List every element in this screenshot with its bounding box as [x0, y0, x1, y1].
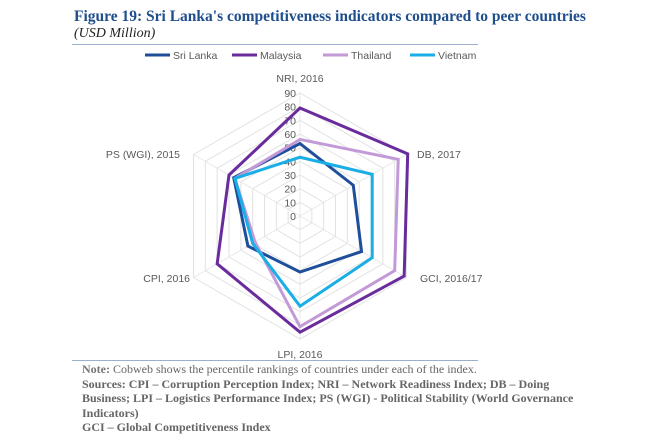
tick-label: 70	[284, 115, 296, 127]
sources-text: Sources: CPI – Corruption Perception Ind…	[82, 376, 574, 420]
axis-label: PS (WGI), 2015	[106, 149, 180, 161]
tick-label: 90	[284, 88, 296, 100]
legend-label: Sri Lanka	[173, 50, 218, 62]
top-divider	[72, 44, 478, 45]
axis-label: DB, 2017	[417, 149, 461, 161]
notes: Note: Cobweb shows the percentile rankin…	[82, 362, 582, 435]
tick-label: 60	[284, 129, 296, 141]
tick-label: 0	[290, 211, 296, 223]
tick-label: 20	[284, 184, 296, 196]
tick-label: 30	[284, 170, 296, 182]
axis-label: NRI, 2016	[276, 73, 323, 85]
legend-label: Thailand	[351, 50, 391, 62]
axis-label: LPI, 2016	[278, 349, 323, 360]
figure-subtitle: (USD Million)	[74, 26, 156, 41]
series-malaysia	[215, 106, 410, 334]
grid-spoke	[299, 215, 407, 278]
note-text: Cobweb shows the percentile rankings of …	[112, 362, 477, 376]
note-line: Note: Cobweb shows the percentile rankin…	[82, 362, 582, 377]
tick-label: 80	[284, 102, 296, 114]
note-label: Note:	[82, 362, 110, 376]
bottom-divider	[72, 360, 478, 361]
figure-title: Figure 19: Sri Lanka's competitiveness i…	[74, 8, 586, 25]
gci-text: GCI – Global Competitiveness Index	[82, 420, 271, 434]
legend-label: Vietnam	[438, 50, 477, 62]
tick-label: 10	[284, 197, 296, 209]
legend-label: Malaysia	[260, 50, 302, 62]
grid-spoke	[193, 154, 301, 217]
axis-label: GCI, 2016/17	[420, 273, 483, 285]
series-vietnam	[233, 155, 374, 309]
tick-label: 40	[284, 156, 296, 168]
axis-label: CPI, 2016	[143, 273, 190, 285]
